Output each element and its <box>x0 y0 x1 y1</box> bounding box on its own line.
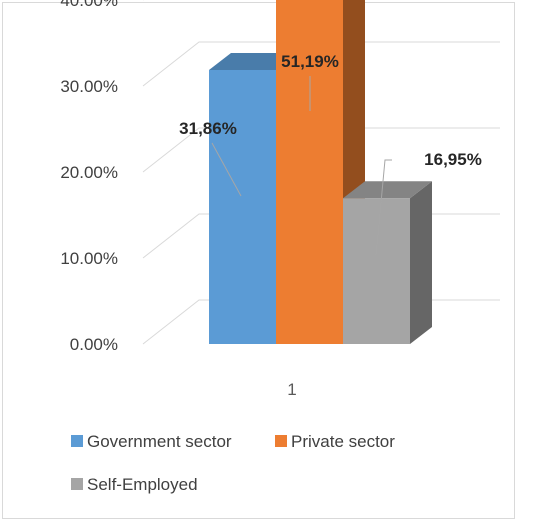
data-labels: 31,86% 51,19% 16,95% <box>179 52 482 257</box>
gridline <box>142 127 500 173</box>
legend-label: Self-Employed <box>87 475 198 494</box>
y-tick-label: 40.00% <box>60 0 118 10</box>
gridline <box>142 41 500 87</box>
x-category-label: 1 <box>287 380 296 399</box>
leader-line <box>375 159 392 257</box>
legend-item: Private sector <box>275 432 395 451</box>
legend-swatch <box>71 435 83 447</box>
y-tick-label: 30.00% <box>60 77 118 96</box>
bar-self-employed <box>343 181 432 344</box>
y-tick-label: 20.00% <box>60 163 118 182</box>
legend-item: Self-Employed <box>71 475 198 494</box>
y-axis-ticks: 0.00%10.00%20.00%30.00%40.00%50.00%60.00… <box>60 0 118 354</box>
bar-side <box>410 181 432 344</box>
bar-front <box>209 70 276 344</box>
legend-swatch <box>275 435 287 447</box>
data-label: 16,95% <box>424 150 482 169</box>
leader-line <box>211 142 242 197</box>
legend-label: Private sector <box>291 432 395 451</box>
bar-top <box>343 181 432 199</box>
legend-label: Government sector <box>87 432 232 451</box>
bar-top <box>209 53 298 71</box>
y-tick-label: 0.00% <box>70 335 118 354</box>
legend-item: Government sector <box>71 432 232 451</box>
data-label: 31,86% <box>179 119 237 138</box>
y-tick-label: 10.00% <box>60 249 118 268</box>
bar-front <box>343 198 410 344</box>
legend-swatch <box>71 478 83 490</box>
bars <box>209 0 432 345</box>
bar-front <box>276 0 343 345</box>
data-label: 51,19% <box>281 52 339 71</box>
legend: Government sector Private sector Self-Empl… <box>71 432 395 494</box>
x-axis-categories: 1 <box>287 380 296 399</box>
